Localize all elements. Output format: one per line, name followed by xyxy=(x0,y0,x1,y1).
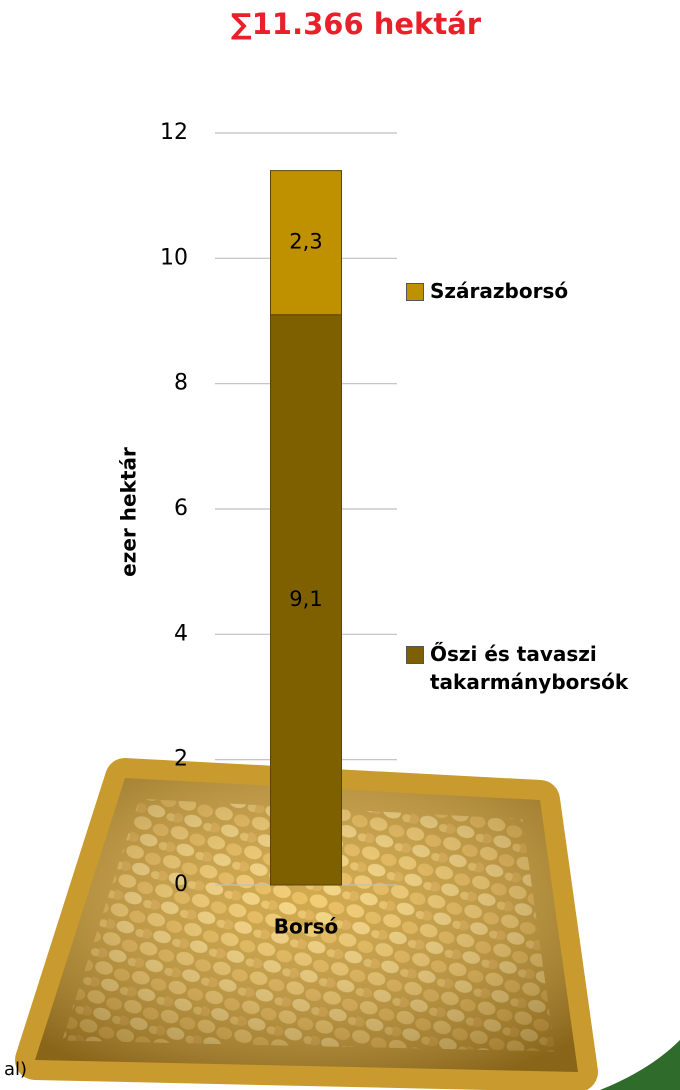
y-tick-label: 2 xyxy=(174,747,188,772)
y-tick-label: 4 xyxy=(174,621,188,646)
value-label: 9,1 xyxy=(289,587,322,611)
y-tick-label: 12 xyxy=(160,120,188,145)
legend-swatch xyxy=(406,282,424,301)
bar-segment xyxy=(270,314,342,886)
value-label: 2,3 xyxy=(289,230,322,254)
footnote: al) xyxy=(4,1059,27,1080)
corner-decoration xyxy=(600,1040,680,1090)
y-tick-label: 6 xyxy=(174,496,188,521)
x-tick-label: Borsó xyxy=(274,915,339,939)
legend-item: Őszi és tavaszi takarmányborsók xyxy=(406,640,670,696)
legend-label: Szárazborsó xyxy=(430,278,569,303)
legend-item: Szárazborsó xyxy=(406,277,670,305)
legend-label: Őszi és tavaszi takarmányborsók xyxy=(430,641,629,694)
y-tick-label: 8 xyxy=(174,371,188,396)
legend-swatch xyxy=(406,645,424,664)
background-photo xyxy=(15,758,598,1090)
bar-segment xyxy=(270,170,342,316)
y-tick-label: 0 xyxy=(174,872,188,897)
y-axis-label: ezer hektár xyxy=(117,447,141,577)
chart-title: ∑11.366 hektár xyxy=(231,7,482,41)
y-tick-label: 10 xyxy=(160,245,188,270)
